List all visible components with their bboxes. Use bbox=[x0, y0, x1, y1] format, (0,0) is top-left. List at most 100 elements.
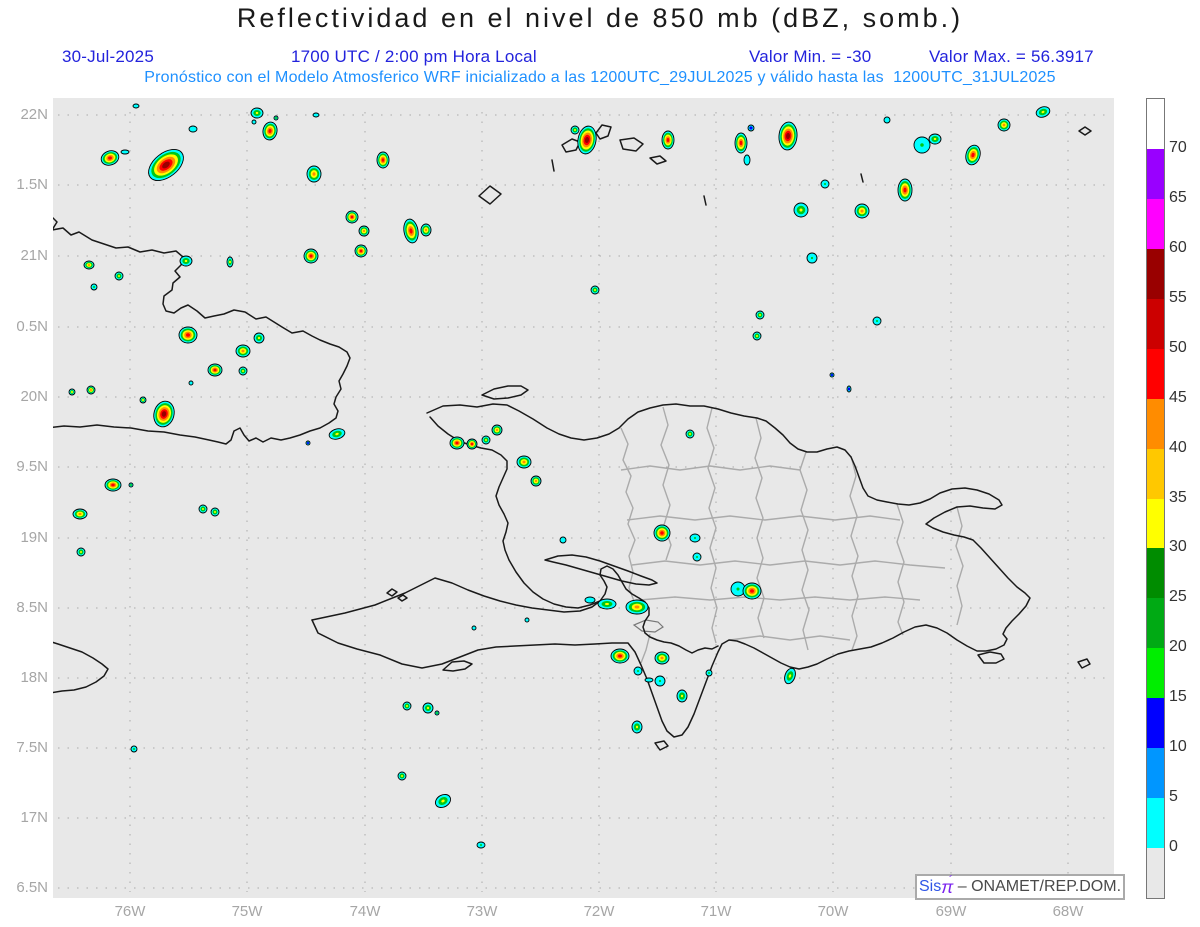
cell-ring bbox=[971, 152, 975, 158]
cell-ring bbox=[750, 589, 754, 593]
credit-box: Sis π ´ – ONAMET/REP.DOM. bbox=[915, 873, 1125, 900]
cell-ring bbox=[680, 694, 684, 698]
reflectivity-cell bbox=[179, 255, 193, 267]
colorbar-tick-label: 10 bbox=[1169, 738, 1187, 756]
province-7 bbox=[955, 506, 964, 626]
cell-ring bbox=[584, 136, 590, 144]
reflectivity-cell bbox=[358, 225, 370, 237]
reflectivity-cell bbox=[273, 115, 279, 121]
mayaguana-coastline bbox=[1078, 126, 1092, 136]
province-9 bbox=[626, 515, 901, 521]
reflectivity-cell bbox=[685, 429, 695, 439]
cell-ring bbox=[559, 536, 567, 544]
gonave-island-coastline bbox=[544, 554, 658, 586]
cell-ring bbox=[920, 143, 924, 147]
lat-tick-label: 21N bbox=[20, 247, 48, 264]
reflectivity-cell bbox=[653, 524, 671, 542]
cell-ring bbox=[1041, 110, 1045, 114]
cell-ring bbox=[424, 228, 428, 232]
reflectivity-cell bbox=[734, 132, 748, 154]
cell-ring bbox=[242, 370, 244, 372]
cell-ring bbox=[739, 140, 743, 146]
cell-ring bbox=[350, 215, 354, 219]
cell-ring bbox=[759, 314, 761, 316]
reflectivity-cell bbox=[449, 436, 465, 450]
cell-ring bbox=[426, 706, 430, 710]
reflectivity-cell bbox=[253, 332, 265, 344]
reflectivity-cell bbox=[752, 331, 762, 341]
cell-ring bbox=[644, 677, 654, 683]
colorbar-tick-label: 55 bbox=[1169, 288, 1187, 306]
reflectivity-cell bbox=[854, 203, 870, 219]
cell-ring bbox=[470, 442, 474, 446]
reflectivity-cell bbox=[570, 125, 580, 135]
reflectivity-cell bbox=[631, 720, 643, 734]
haiti-dr-border bbox=[620, 427, 651, 664]
subtitle-time: 1700 UTC / 2:00 pm Hora Local bbox=[291, 47, 537, 66]
cell-ring bbox=[876, 320, 878, 322]
little-inagua-coastline bbox=[551, 159, 555, 172]
reflectivity-cell bbox=[481, 435, 491, 445]
cell-ring bbox=[903, 187, 907, 193]
cell-ring bbox=[401, 775, 403, 777]
reflectivity-cell bbox=[148, 149, 184, 181]
cell-ring bbox=[634, 605, 640, 609]
reflectivity-cell bbox=[1035, 106, 1051, 118]
reflectivity-cell bbox=[198, 504, 208, 514]
cell-ring bbox=[93, 286, 95, 288]
colorbar-segment bbox=[1147, 448, 1164, 499]
cell-ring bbox=[213, 368, 217, 372]
reflectivity-cell bbox=[820, 179, 830, 189]
reflectivity-cell bbox=[633, 666, 643, 676]
reflectivity-cell bbox=[747, 124, 755, 132]
tortuga-island-coastline bbox=[481, 385, 529, 400]
reflectivity-cell bbox=[524, 617, 530, 623]
province-5 bbox=[849, 455, 859, 651]
subtitle-max-value: Valor Max. = 56.3917 bbox=[929, 47, 1094, 66]
cell-ring bbox=[188, 125, 198, 133]
credit-agency-text: – ONAMET/REP.DOM. bbox=[953, 878, 1122, 895]
cell-ring bbox=[480, 844, 482, 846]
cell-ring bbox=[693, 537, 697, 539]
mona-island-coastline bbox=[1077, 658, 1091, 669]
colorbar-tick-label: 35 bbox=[1169, 488, 1187, 506]
cell-ring bbox=[689, 433, 691, 435]
cell-ring bbox=[241, 349, 245, 353]
cell-ring bbox=[118, 275, 120, 277]
cell-ring bbox=[660, 531, 664, 535]
lon-tick-label: 68W bbox=[1052, 903, 1084, 920]
forecast-validity-line: Pronóstico con el Modelo Atmosferico WRF… bbox=[144, 69, 1056, 86]
cell-ring bbox=[1002, 123, 1006, 127]
reflectivity-cell bbox=[376, 151, 390, 169]
cell-ring bbox=[584, 596, 596, 604]
reflectivity-cell bbox=[471, 625, 477, 631]
colorbar-tick-label: 30 bbox=[1169, 538, 1187, 556]
lon-tick-label: 71W bbox=[700, 903, 732, 920]
subtitle-min-value: Valor Min. = -30 bbox=[749, 47, 872, 66]
reflectivity-cell bbox=[784, 667, 796, 685]
cell-ring bbox=[309, 254, 313, 258]
lat-tick-label: 18N bbox=[20, 669, 48, 686]
beata-island-coastline bbox=[654, 740, 669, 751]
reflectivity-cell bbox=[676, 689, 688, 703]
lat-tick-label: 9.5N bbox=[16, 458, 48, 475]
cell-ring bbox=[362, 229, 366, 233]
cell-ring bbox=[306, 441, 310, 445]
lat-tick-label: 1.5N bbox=[16, 176, 48, 193]
reflectivity-cell bbox=[530, 475, 542, 487]
reflectivity-cell bbox=[262, 121, 278, 141]
cell-ring bbox=[87, 264, 91, 266]
cell-ring bbox=[824, 183, 826, 185]
cell-ring bbox=[71, 391, 73, 393]
reflectivity-cell bbox=[354, 244, 368, 258]
cell-ring bbox=[749, 126, 753, 130]
reflectivity-cell bbox=[226, 256, 234, 268]
province-3 bbox=[754, 417, 765, 639]
cell-ring bbox=[933, 137, 937, 141]
reflectivity-cell bbox=[654, 651, 670, 665]
province-10 bbox=[631, 560, 946, 569]
reflectivity-cell bbox=[178, 326, 198, 344]
jamaica-coastline bbox=[29, 633, 109, 694]
cayemites-2-coastline bbox=[397, 594, 408, 602]
cell-ring bbox=[743, 154, 751, 166]
